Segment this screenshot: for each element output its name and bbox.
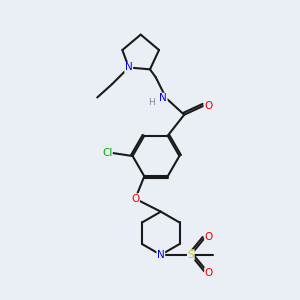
Text: O: O [131,194,140,204]
Text: O: O [204,101,212,111]
Text: N: N [157,250,165,260]
Text: S: S [188,250,194,260]
Text: N: N [125,62,133,73]
Text: H: H [148,98,154,107]
Text: O: O [205,268,213,278]
Text: Cl: Cl [102,148,112,158]
Text: N: N [159,93,167,103]
Text: O: O [205,232,213,242]
